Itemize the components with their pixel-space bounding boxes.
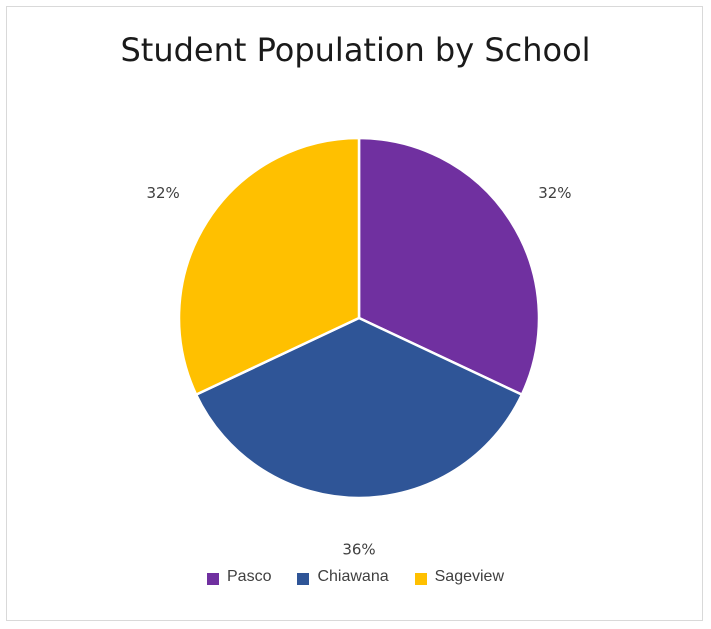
chart-legend: Pasco Chiawana Sageview (0, 568, 711, 586)
legend-swatch-pasco (207, 573, 219, 585)
legend-item-pasco[interactable]: Pasco (207, 568, 271, 586)
legend-label-chiawana: Chiawana (317, 568, 389, 585)
data-label-chiawana: 36% (342, 541, 375, 559)
chart-title: Student Population by School (120, 31, 591, 69)
legend-item-chiawana[interactable]: Chiawana (297, 568, 389, 586)
legend-swatch-sageview (414, 573, 427, 585)
legend-label-pasco: Pasco (227, 568, 272, 585)
pie-slice-pasco[interactable] (357, 136, 541, 396)
data-label-sageview: 32% (146, 184, 179, 202)
pie-slices (177, 136, 541, 500)
legend-label-sageview: Sageview (434, 568, 504, 585)
pie-slice-chiawana[interactable] (194, 316, 524, 500)
data-label-pasco: 32% (538, 184, 571, 202)
legend-item-sageview[interactable]: Sageview (414, 568, 504, 586)
pie-slice-sageview[interactable] (177, 136, 361, 396)
legend-swatch-chiawana (297, 573, 310, 585)
pie-data-labels: 32% 36% 32% (146, 184, 571, 558)
